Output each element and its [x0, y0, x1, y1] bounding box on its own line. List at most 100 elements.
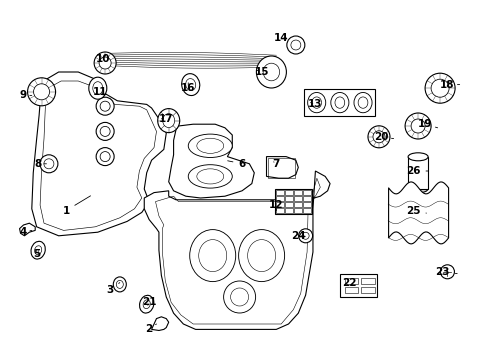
Ellipse shape — [256, 56, 286, 88]
Text: 16: 16 — [181, 83, 195, 93]
Text: 13: 13 — [307, 99, 322, 109]
Ellipse shape — [188, 165, 232, 188]
Text: 9: 9 — [20, 90, 32, 100]
Text: 22: 22 — [342, 278, 356, 288]
Bar — [304, 89, 375, 116]
Bar — [407, 157, 427, 189]
Text: 26: 26 — [405, 166, 427, 176]
Ellipse shape — [143, 300, 150, 309]
Ellipse shape — [113, 277, 126, 292]
Polygon shape — [20, 223, 35, 236]
Text: 4: 4 — [20, 227, 32, 237]
Ellipse shape — [334, 97, 344, 108]
Text: 7: 7 — [272, 159, 280, 169]
Polygon shape — [266, 157, 298, 178]
Ellipse shape — [139, 295, 154, 313]
Bar — [303, 202, 310, 207]
Text: 21: 21 — [142, 297, 156, 307]
Circle shape — [27, 78, 56, 106]
Text: 19: 19 — [417, 119, 437, 129]
Circle shape — [302, 232, 308, 239]
Bar — [285, 202, 292, 207]
Text: 24: 24 — [290, 231, 305, 241]
Text: 20: 20 — [373, 132, 393, 142]
Bar — [275, 190, 283, 195]
Text: 5: 5 — [33, 249, 40, 259]
Text: 10: 10 — [95, 54, 110, 64]
Ellipse shape — [247, 240, 275, 271]
Ellipse shape — [238, 230, 284, 282]
Ellipse shape — [263, 63, 279, 81]
Ellipse shape — [357, 97, 367, 108]
Ellipse shape — [89, 77, 106, 99]
Ellipse shape — [188, 134, 232, 158]
Polygon shape — [32, 72, 166, 236]
Ellipse shape — [330, 93, 348, 113]
Circle shape — [424, 73, 454, 103]
Bar — [275, 202, 283, 207]
Polygon shape — [151, 317, 168, 330]
Bar — [293, 202, 301, 207]
Ellipse shape — [407, 153, 427, 161]
Bar — [303, 208, 310, 213]
Circle shape — [100, 126, 110, 136]
Circle shape — [298, 229, 312, 243]
Circle shape — [96, 97, 114, 115]
Ellipse shape — [189, 230, 235, 282]
Polygon shape — [144, 171, 329, 329]
Circle shape — [223, 281, 255, 313]
Bar — [293, 196, 301, 201]
Ellipse shape — [197, 169, 224, 184]
Text: 11: 11 — [93, 87, 107, 97]
Circle shape — [99, 57, 111, 69]
Circle shape — [440, 265, 453, 279]
Bar — [285, 208, 292, 213]
Ellipse shape — [353, 93, 371, 113]
Circle shape — [230, 288, 248, 306]
Ellipse shape — [158, 109, 179, 132]
Bar — [267, 158, 294, 178]
Ellipse shape — [116, 280, 123, 288]
Ellipse shape — [198, 240, 226, 271]
Ellipse shape — [35, 246, 41, 255]
Ellipse shape — [311, 97, 321, 108]
Bar — [360, 278, 374, 284]
Bar — [360, 287, 374, 293]
Ellipse shape — [163, 114, 174, 127]
Circle shape — [372, 131, 384, 143]
Bar — [274, 189, 311, 214]
Circle shape — [34, 84, 49, 100]
Bar — [303, 190, 310, 195]
Bar — [285, 190, 292, 195]
Text: 25: 25 — [405, 206, 426, 216]
Polygon shape — [168, 124, 254, 198]
Ellipse shape — [181, 74, 200, 95]
Circle shape — [290, 40, 300, 50]
Ellipse shape — [93, 82, 102, 95]
Circle shape — [367, 126, 389, 148]
Text: 6: 6 — [227, 159, 245, 169]
Text: 15: 15 — [254, 67, 268, 77]
Ellipse shape — [31, 241, 45, 259]
Circle shape — [100, 152, 110, 162]
Circle shape — [44, 159, 54, 169]
Text: 17: 17 — [159, 114, 173, 124]
Circle shape — [96, 148, 114, 166]
Bar — [344, 278, 358, 284]
Text: 14: 14 — [273, 33, 288, 43]
Bar — [293, 190, 301, 195]
Circle shape — [404, 113, 430, 139]
Text: 8: 8 — [34, 159, 46, 169]
Text: 2: 2 — [145, 324, 156, 334]
Circle shape — [410, 119, 424, 133]
Circle shape — [430, 79, 448, 97]
Bar — [339, 274, 376, 297]
Bar — [293, 208, 301, 213]
Ellipse shape — [185, 78, 195, 91]
Ellipse shape — [197, 138, 224, 153]
Ellipse shape — [407, 185, 427, 193]
Circle shape — [40, 155, 58, 173]
Text: 23: 23 — [434, 267, 456, 277]
Text: 1: 1 — [62, 196, 90, 216]
Bar — [275, 196, 283, 201]
